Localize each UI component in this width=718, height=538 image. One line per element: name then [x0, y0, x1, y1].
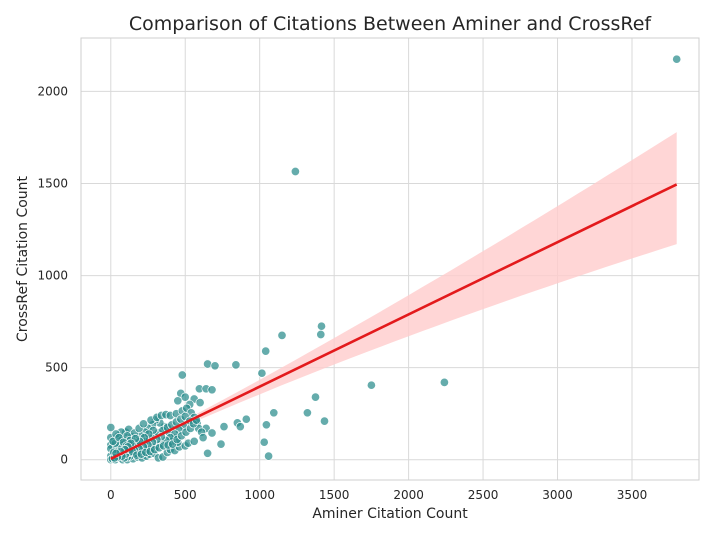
confidence-band — [110, 132, 677, 460]
data-point — [219, 422, 229, 432]
x-tick-label: 500 — [174, 488, 197, 502]
data-point — [138, 419, 149, 429]
data-point — [189, 436, 199, 446]
x-tick-label: 1500 — [319, 488, 350, 502]
data-point — [203, 359, 213, 369]
x-tick-label: 0 — [107, 488, 115, 502]
y-axis-ticks: 0 500 1000 1500 2000 — [37, 84, 68, 466]
data-point — [439, 377, 449, 387]
data-point — [261, 420, 271, 430]
data-point — [316, 329, 326, 340]
data-point — [216, 439, 226, 449]
y-tick-label: 1000 — [37, 269, 68, 283]
data-point — [180, 392, 190, 402]
x-tick-label: 3000 — [542, 488, 573, 502]
data-point — [302, 408, 312, 418]
regression-line-layer — [110, 183, 678, 460]
y-tick-label: 0 — [60, 453, 68, 467]
data-point — [203, 448, 213, 458]
data-point — [277, 330, 287, 340]
y-tick-label: 1500 — [37, 176, 68, 190]
chart-title: Comparison of Citations Between Aminer a… — [129, 13, 653, 35]
data-point — [269, 408, 279, 418]
data-point — [106, 422, 116, 433]
data-point — [366, 380, 376, 390]
x-tick-label: 1000 — [244, 488, 275, 502]
data-point — [198, 433, 208, 443]
data-point — [310, 392, 321, 402]
data-point — [259, 437, 269, 447]
y-axis-label: CrossRef Citation Count — [15, 175, 31, 342]
y-tick-label: 500 — [45, 361, 68, 375]
data-point — [261, 346, 271, 356]
data-point — [207, 428, 217, 438]
data-point — [177, 370, 187, 380]
data-point — [207, 385, 217, 395]
confidence-band-layer — [110, 132, 677, 460]
plot-frame — [80, 37, 700, 481]
data-point — [264, 451, 274, 461]
x-tick-label: 3500 — [617, 488, 648, 502]
x-axis-label: Aminer Citation Count — [312, 506, 468, 522]
regression-line — [110, 183, 678, 460]
x-tick-label: 2500 — [468, 488, 499, 502]
data-point — [672, 54, 682, 64]
data-point — [241, 414, 251, 424]
y-tick-label: 2000 — [37, 84, 68, 98]
data-point — [290, 166, 300, 177]
data-point — [210, 361, 220, 371]
data-point — [316, 321, 327, 331]
x-tick-label: 2000 — [393, 488, 424, 502]
data-point — [231, 360, 241, 370]
data-point — [257, 368, 267, 378]
data-point — [319, 416, 330, 426]
data-point — [173, 396, 183, 406]
data-point — [195, 398, 205, 408]
data-point — [235, 422, 245, 432]
x-axis-ticks: 0 500 1000 1500 2000 2500 3000 3500 — [107, 488, 647, 502]
